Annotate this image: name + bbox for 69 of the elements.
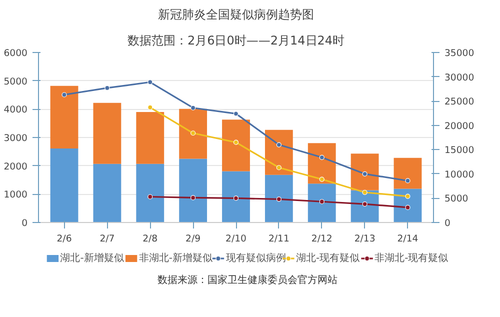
chart-subtitle: 数据范围：2月6日0时——2月14日24时 <box>127 34 345 48</box>
y2-tick-label: 0 <box>444 218 450 229</box>
y2-tick-label: 20000 <box>444 120 474 132</box>
bar <box>50 86 78 149</box>
point <box>405 178 410 184</box>
x-tick-label: 2/8 <box>142 234 158 244</box>
y2-tick-label: 10000 <box>444 169 474 180</box>
bar <box>350 154 379 190</box>
source-note: 数据来源：国家卫生健康委员会官方网站 <box>158 274 338 286</box>
x-tick-label: 2/14 <box>397 234 418 244</box>
bar <box>308 184 336 222</box>
point <box>62 92 67 98</box>
x-tick-label: 2/13 <box>354 234 376 244</box>
x-tick-label: 2/12 <box>311 234 332 244</box>
y2-tick-label: 5000 <box>444 194 468 205</box>
bar <box>136 164 164 222</box>
x-tick-label: 2/11 <box>268 234 290 244</box>
y-tick-label: 0 <box>22 218 28 229</box>
point <box>362 190 368 195</box>
point <box>190 195 196 200</box>
point <box>148 104 153 110</box>
y-tick-label: 4000 <box>4 104 28 116</box>
bar <box>222 120 250 172</box>
point <box>276 196 282 202</box>
y-tick-label: 3000 <box>4 133 28 144</box>
point <box>405 204 410 210</box>
point <box>362 201 368 207</box>
chart-title: 新冠肺炎全国疑似病例趋势图 <box>158 8 314 22</box>
point <box>233 111 239 116</box>
bar <box>394 158 422 189</box>
point <box>148 80 153 85</box>
y-tick-label: 5000 <box>4 76 28 88</box>
y-tick-label: 2000 <box>4 161 28 172</box>
legend-label: 湖北-新增疑似 <box>60 252 124 264</box>
y2-tick-label: 15000 <box>444 145 474 156</box>
x-tick-label: 2/7 <box>100 234 115 244</box>
bar <box>179 108 208 159</box>
bar <box>222 171 250 222</box>
point <box>319 176 324 182</box>
y-tick-label: 1000 <box>4 190 28 201</box>
point <box>190 130 196 136</box>
bar <box>394 188 422 222</box>
legend-label: 非湖北-现有疑似 <box>374 252 448 264</box>
y2-tick-label: 35000 <box>444 48 474 59</box>
point <box>319 154 324 160</box>
y2-tick-label: 30000 <box>444 72 474 84</box>
x-tick-label: 2/6 <box>56 234 72 244</box>
x-tick-label: 2/10 <box>226 234 247 244</box>
bar <box>264 174 293 222</box>
bar <box>93 102 122 164</box>
y2-tick-label: 25000 <box>444 96 474 108</box>
point <box>233 196 239 201</box>
legend-label: 湖北-现有疑似 <box>296 252 360 264</box>
point <box>405 194 410 199</box>
bar <box>136 112 164 164</box>
point <box>276 142 282 148</box>
point <box>233 140 239 145</box>
bar <box>179 158 208 222</box>
bar <box>93 164 122 222</box>
point <box>319 199 324 204</box>
point <box>148 194 153 200</box>
bar <box>50 148 78 222</box>
y-tick-label: 6000 <box>4 48 28 59</box>
point <box>362 171 368 176</box>
legend-label: 现有疑似病例 <box>226 252 286 264</box>
point <box>276 165 282 170</box>
x-tick-label: 2/9 <box>186 234 201 244</box>
legend-label: 非湖北-新增疑似 <box>138 252 212 264</box>
point <box>190 105 196 110</box>
